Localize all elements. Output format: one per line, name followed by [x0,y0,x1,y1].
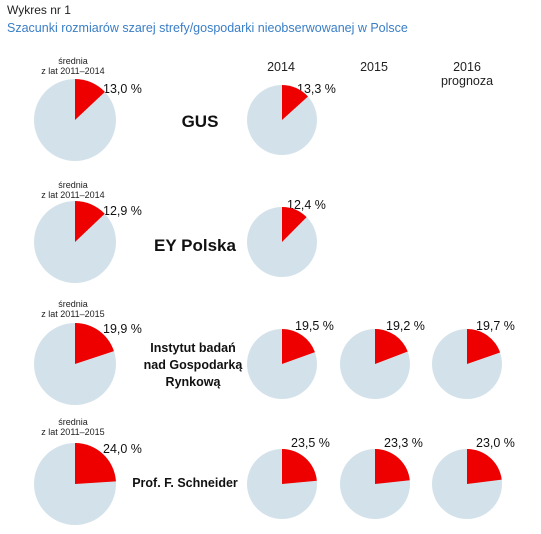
column-header-2014: 2014 [267,60,295,74]
average-label-ibngr: średnia z lat 2011–2015 [33,299,113,319]
column-header-2016: 2016 [453,60,481,74]
source-label-ibngr: Instytut badań nad Gospodarką Rynkową [133,340,253,391]
average-label-line: z lat 2011–2015 [41,427,105,437]
pie-y2015 [340,449,410,519]
value-label: 23,0 % [476,436,515,450]
pie-avg [34,79,116,161]
pie-avg [34,443,116,525]
pie-slice [75,323,114,364]
average-label-line: średnia [58,180,88,190]
pie-slice [75,201,105,242]
pie-y2014 [247,207,317,277]
source-label-line: Rynkową [165,375,221,389]
pie-y2014 [247,449,317,519]
pie-slice [282,449,317,484]
pie-slice [282,328,315,364]
average-label-line: z lat 2011–2014 [41,190,105,200]
source-label-gus: GUS [181,112,219,131]
value-label: 19,9 % [103,322,142,336]
value-label: 24,0 % [103,442,142,456]
pie-slice [282,85,308,120]
figure-label: Wykres nr 1 [7,3,71,17]
column-subheader-prognoza: prognoza [440,74,494,88]
column-header-2015: 2015 [360,60,388,74]
average-label-line: średnia [58,299,88,309]
pie-slice [467,449,502,484]
value-label: 19,2 % [386,319,425,333]
pie-slice [282,207,307,242]
pie-avg [34,201,116,283]
pie-slice [375,329,408,364]
average-label-ey: średnia z lat 2011–2014 [33,180,113,200]
pie-slice [467,329,501,364]
value-label: 12,4 % [287,198,326,212]
source-label-schneider: Prof. F. Schneider [132,476,238,490]
average-label-gus: średnia z lat 2011–2014 [33,56,113,76]
pie-y2014 [247,328,317,399]
source-label-line: nad Gospodarką [143,358,243,372]
pie-slice [75,79,105,120]
pie-slice [75,443,116,484]
pie-y2016 [432,449,502,519]
value-label: 13,3 % [297,82,336,96]
source-label-ey: EY Polska [154,236,236,255]
average-label-line: średnia [58,417,88,427]
average-label-schneider: średnia z lat 2011–2015 [33,417,113,437]
chart-title: Szacunki rozmiarów szarej strefy/gospoda… [7,21,408,35]
average-label-line: z lat 2011–2015 [41,309,105,319]
value-label: 23,5 % [291,436,330,450]
value-label: 12,9 % [103,204,142,218]
average-label-line: z lat 2011–2014 [41,66,105,76]
pie-slice [375,449,410,484]
value-label: 19,5 % [295,319,334,333]
pie-y2016 [432,329,502,399]
value-label: 13,0 % [103,82,142,96]
source-label-line: Instytut badań [150,341,236,355]
value-label: 23,3 % [384,436,423,450]
average-label-line: średnia [58,56,88,66]
value-label: 19,7 % [476,319,515,333]
pie-y2014 [247,85,317,155]
pie-y2015 [340,329,410,399]
pie-avg [34,323,116,405]
